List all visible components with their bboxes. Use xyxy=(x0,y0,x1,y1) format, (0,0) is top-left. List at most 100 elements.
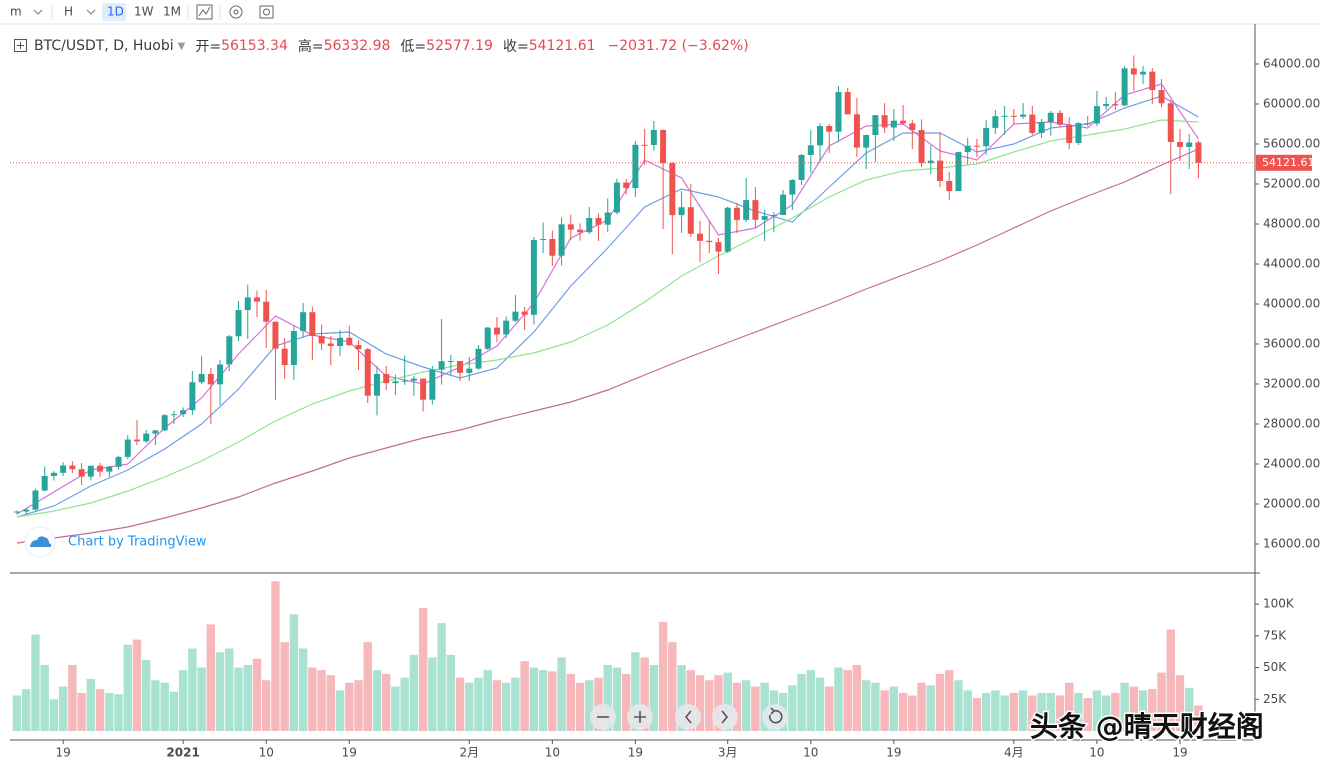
volume-bar xyxy=(465,682,474,731)
candle-body xyxy=(558,224,565,256)
x-tick-label: 19 xyxy=(1172,746,1187,760)
volume-bar xyxy=(1055,695,1065,731)
candle-body xyxy=(1029,114,1036,133)
candle-body xyxy=(798,155,805,180)
candle-body xyxy=(493,327,500,335)
volume-bar xyxy=(68,665,77,731)
y-tick-label: 28000.00 xyxy=(1263,417,1320,431)
candle-body xyxy=(1121,68,1128,106)
volume-bar xyxy=(732,682,742,731)
candle-body xyxy=(632,144,639,189)
legend-label: 收= xyxy=(502,39,529,55)
candle-body xyxy=(475,348,482,369)
legend-value: 56153.34 xyxy=(221,38,288,54)
y-tick-label: 60000.00 xyxy=(1263,97,1320,111)
candle-body xyxy=(78,469,85,477)
credit[interactable]: Chart by TradingView xyxy=(68,535,207,550)
toolbar xyxy=(0,0,1322,24)
candle-body xyxy=(770,215,777,217)
dropdown-icon[interactable] xyxy=(86,9,96,15)
toolbar-item[interactable]: 1W xyxy=(134,5,154,19)
legend-change: −2031.72 (−3.62%) xyxy=(607,38,749,54)
candle-body xyxy=(909,123,916,130)
candle-body xyxy=(973,145,980,147)
candle-body xyxy=(466,368,473,373)
candle-body xyxy=(364,349,371,396)
candle-body xyxy=(429,369,436,400)
candle-body xyxy=(1149,71,1156,90)
x-tick-label: 2021 xyxy=(166,746,199,760)
volume-bar xyxy=(695,675,705,731)
settings-icon[interactable] xyxy=(229,5,243,19)
moving-average-line xyxy=(16,119,1199,518)
y-tick-label: 32000.00 xyxy=(1263,377,1320,391)
candle-body xyxy=(1001,115,1008,117)
volume-bar xyxy=(705,680,714,731)
volume-bar xyxy=(1175,675,1185,731)
symbol-dropdown[interactable]: ▼ xyxy=(177,40,186,52)
scroll-right[interactable] xyxy=(712,704,738,730)
candle-body xyxy=(69,465,76,470)
volume-bar xyxy=(788,685,797,731)
candle-body xyxy=(50,472,57,476)
candle-body xyxy=(853,114,860,148)
symbol[interactable]: BTC/USDT, D, Huobi xyxy=(34,38,174,54)
moving-average-line xyxy=(16,83,1199,515)
volume-bar xyxy=(954,680,963,731)
candle-body xyxy=(337,337,344,346)
volume-bar xyxy=(871,682,880,731)
volume-bar xyxy=(991,690,1000,731)
volume-bar xyxy=(409,654,419,731)
dropdown-icon[interactable] xyxy=(33,9,43,15)
volume-bar xyxy=(289,614,299,731)
candle-body xyxy=(918,130,925,164)
toolbar-item[interactable]: H xyxy=(64,5,73,19)
volume-bar xyxy=(908,695,917,731)
volume-bar xyxy=(142,659,151,731)
volume-bar xyxy=(917,682,926,731)
volume-bar xyxy=(1120,682,1129,731)
legend-label: 低= xyxy=(400,39,427,55)
candle-body xyxy=(1010,115,1017,117)
volume-bar xyxy=(95,689,105,731)
volume-bar xyxy=(658,621,668,731)
volume-bar xyxy=(815,677,825,731)
toolbar-item[interactable]: 1D xyxy=(107,5,124,19)
candle-body xyxy=(992,116,999,128)
toolbar-item[interactable]: 1M xyxy=(163,5,181,19)
candle-body xyxy=(946,181,953,192)
volume-bar xyxy=(1037,692,1046,731)
candle-body xyxy=(420,378,427,400)
candle-body xyxy=(447,361,454,362)
y-tick-label: 52000.00 xyxy=(1263,177,1320,191)
candle-body xyxy=(890,120,897,128)
x-tick-label: 3月 xyxy=(718,746,738,760)
volume-bar xyxy=(1028,695,1037,731)
volume-bar xyxy=(880,690,889,731)
volume-bar xyxy=(1138,690,1148,731)
candle-body xyxy=(373,374,380,396)
scroll-left[interactable] xyxy=(675,704,701,730)
reset[interactable] xyxy=(762,704,788,730)
volume-bar xyxy=(428,657,437,731)
snapshot-icon[interactable] xyxy=(259,5,274,19)
candle-body xyxy=(41,476,48,491)
legend-icon[interactable] xyxy=(14,39,28,53)
candle-body xyxy=(964,145,971,153)
volume-bar xyxy=(114,694,123,731)
scroll-left-icon xyxy=(684,710,692,724)
volume-bar xyxy=(898,692,908,731)
volume-bar xyxy=(326,675,336,731)
toolbar-item[interactable]: m xyxy=(10,5,22,19)
volume-bar xyxy=(49,699,59,731)
volume-bar xyxy=(400,677,409,731)
candle-body xyxy=(106,466,113,472)
volume-bar xyxy=(1185,687,1194,731)
candle-body xyxy=(300,312,307,331)
volume-bar xyxy=(548,671,557,731)
x-tick-label: 10 xyxy=(259,746,274,760)
volume-bar xyxy=(335,690,345,731)
chart-type-icon[interactable] xyxy=(196,4,213,20)
candle-body xyxy=(392,381,399,384)
last-price-box xyxy=(1256,154,1312,171)
